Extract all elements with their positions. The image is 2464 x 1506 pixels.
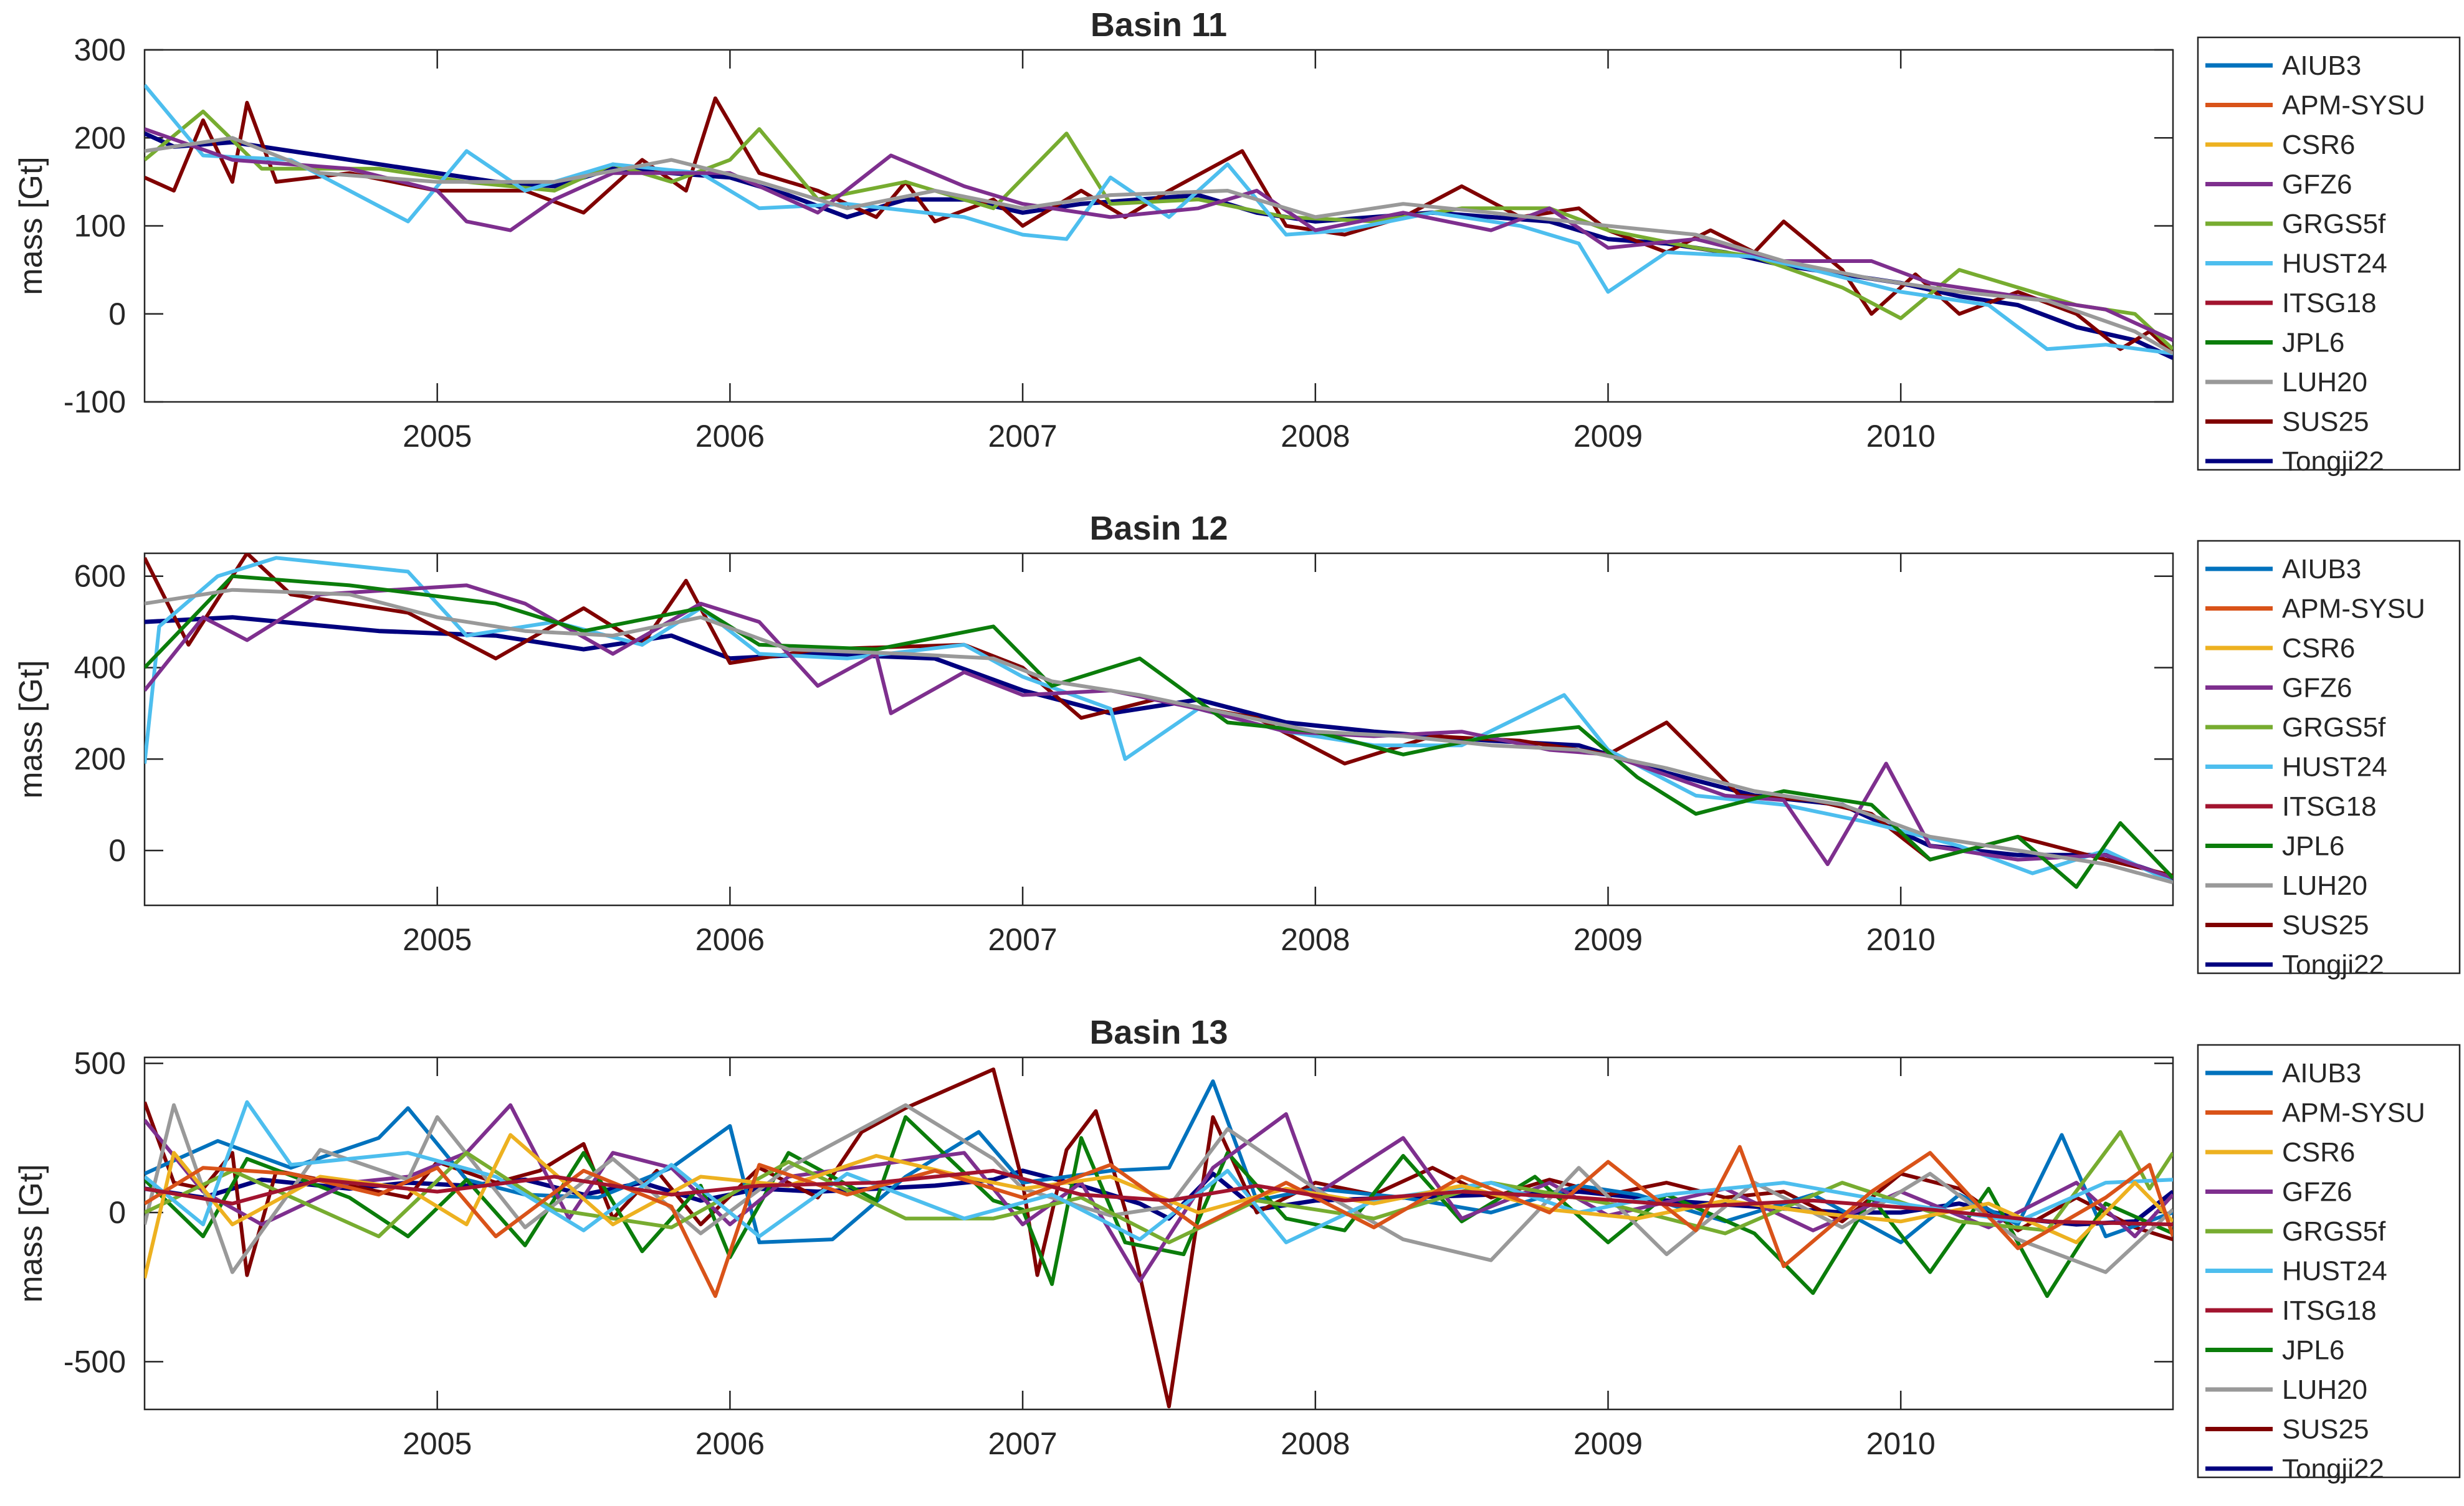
legend-entry: LUH20 bbox=[2282, 870, 2367, 901]
chart-title: Basin 11 bbox=[1091, 6, 1227, 44]
y-tick-label: -500 bbox=[64, 1344, 126, 1379]
legend-entry: HUST24 bbox=[2282, 249, 2387, 279]
panel-3: -500 0 500 2005 2006 2007 2008 2009 2010 Basin 13… bbox=[13, 1014, 2461, 1484]
legend-box bbox=[2197, 1044, 2461, 1479]
x-tick-label: 2005 bbox=[403, 1426, 472, 1461]
x-tick-label: 2009 bbox=[1573, 922, 1643, 957]
plot-area bbox=[145, 83, 2173, 360]
legend-entry: GFZ6 bbox=[2282, 169, 2352, 200]
series-line-aiub3 bbox=[145, 1079, 2173, 1244]
series-line-hust24 bbox=[145, 556, 2173, 885]
series-line-apm-sysu bbox=[145, 1145, 2173, 1299]
chart-title: Basin 13 bbox=[1089, 1014, 1228, 1051]
y-tick-label: 400 bbox=[74, 650, 126, 685]
legend-entry: GRGS5f bbox=[2282, 712, 2386, 743]
legend-box bbox=[2197, 540, 2461, 975]
plot-area bbox=[145, 553, 2173, 889]
series-line-itsg18 bbox=[145, 1168, 2173, 1227]
legend-entry: SUS25 bbox=[2282, 1414, 2369, 1445]
y-tick-label: 100 bbox=[74, 209, 126, 244]
series-line-csr6 bbox=[145, 1133, 2173, 1279]
legend-entry: LUH20 bbox=[2282, 367, 2367, 398]
panel-2: 0 200 400 600 2005 2006 2007 2008 2009 2010 Basin … bbox=[13, 510, 2461, 980]
legend-entry: GFZ6 bbox=[2282, 673, 2352, 703]
series-line-mid bbox=[145, 588, 2173, 885]
y-tick-label: 0 bbox=[108, 297, 126, 331]
x-tick-label: 2008 bbox=[1281, 1426, 1350, 1461]
x-tick-label: 2010 bbox=[1866, 1426, 1936, 1461]
legend-entry: CSR6 bbox=[2282, 130, 2355, 160]
legend-entry: SUS25 bbox=[2282, 910, 2369, 941]
chart-title: Basin 12 bbox=[1089, 510, 1228, 547]
legend-entry: GRGS5f bbox=[2282, 1216, 2386, 1247]
y-axis-label: mass [Gt] bbox=[13, 1164, 49, 1302]
x-tick-label: 2006 bbox=[695, 922, 765, 957]
x-tick-label: 2008 bbox=[1281, 419, 1350, 454]
legend-box bbox=[2197, 36, 2461, 471]
x-tick-label: 2005 bbox=[403, 922, 472, 957]
legend-entry: CSR6 bbox=[2282, 633, 2355, 664]
x-tick-label: 2007 bbox=[988, 419, 1057, 454]
y-tick-label: 200 bbox=[74, 741, 126, 776]
legend: AIUB3 APM-SYSU CSR6 GFZ6 GRGS5f HUST24 ITSG18 J… bbox=[2197, 36, 2461, 477]
legend-entry: APM-SYSU bbox=[2282, 90, 2425, 121]
y-tick-label: 600 bbox=[74, 559, 126, 594]
legend-entry: ITSG18 bbox=[2282, 288, 2377, 318]
x-tick-label: 2009 bbox=[1573, 1426, 1643, 1461]
legend-entry: CSR6 bbox=[2282, 1137, 2355, 1168]
legend-entry: HUST24 bbox=[2282, 752, 2387, 783]
legend-entry: AIUB3 bbox=[2282, 554, 2361, 584]
series-line-mid bbox=[145, 136, 2173, 355]
axes-box bbox=[143, 49, 2174, 403]
x-tick-label: 2007 bbox=[988, 922, 1057, 957]
axes-box bbox=[143, 552, 2174, 907]
y-tick-label: 0 bbox=[108, 1195, 126, 1230]
y-tick-label: 500 bbox=[74, 1046, 126, 1081]
x-tick-label: 2008 bbox=[1281, 922, 1350, 957]
x-tick-label: 2006 bbox=[695, 1426, 765, 1461]
legend-entry: APM-SYSU bbox=[2282, 594, 2425, 624]
legend-entry: LUH20 bbox=[2282, 1375, 2367, 1405]
x-tick-label: 2009 bbox=[1573, 419, 1643, 454]
y-axis-label: mass [Gt] bbox=[13, 156, 49, 295]
axes-box bbox=[143, 1056, 2174, 1411]
legend-entry: ITSG18 bbox=[2282, 1295, 2377, 1326]
panel-1: -100 0 100 200 300 2005 2006 2007 2008 2009 2010 Ba… bbox=[13, 6, 2461, 477]
legend-entry: GFZ6 bbox=[2282, 1177, 2352, 1208]
legend-entry: Tongji22 bbox=[2282, 1454, 2384, 1484]
legend-entry: AIUB3 bbox=[2282, 1058, 2361, 1089]
legend-entry: GRGS5f bbox=[2282, 209, 2386, 239]
plot-area bbox=[145, 1067, 2173, 1409]
legend-entry: AIUB3 bbox=[2282, 50, 2361, 81]
y-tick-label: 300 bbox=[74, 32, 126, 67]
y-tick-label: 0 bbox=[108, 833, 126, 868]
legend: AIUB3 APM-SYSU CSR6 GFZ6 GRGS5f HUST24 ITSG18 J… bbox=[2197, 540, 2461, 980]
series-line-gfz6 bbox=[145, 127, 2173, 342]
legend-entry: ITSG18 bbox=[2282, 791, 2377, 822]
legend-entry: Tongji22 bbox=[2282, 950, 2384, 980]
legend-entry: JPL6 bbox=[2282, 328, 2344, 358]
x-tick-label: 2006 bbox=[695, 419, 765, 454]
series-line-grgs5f bbox=[145, 109, 2173, 351]
legend-entry: JPL6 bbox=[2282, 831, 2344, 862]
legend-entry: HUST24 bbox=[2282, 1256, 2387, 1287]
series-line-jpl6 bbox=[145, 1115, 2173, 1299]
legend: AIUB3 APM-SYSU CSR6 GFZ6 GRGS5f HUST24 ITSG18 J… bbox=[2197, 1044, 2461, 1484]
legend-entry: APM-SYSU bbox=[2282, 1098, 2425, 1128]
x-tick-label: 2007 bbox=[988, 1426, 1057, 1461]
x-tick-label: 2010 bbox=[1866, 419, 1936, 454]
x-tick-label: 2010 bbox=[1866, 922, 1936, 957]
x-tick-label: 2005 bbox=[403, 419, 472, 454]
y-tick-label: -100 bbox=[64, 384, 126, 419]
legend-entry: JPL6 bbox=[2282, 1335, 2344, 1366]
legend-entry: Tongji22 bbox=[2282, 446, 2384, 477]
series-line-hust24 bbox=[145, 1100, 2173, 1244]
y-axis-label: mass [Gt] bbox=[13, 660, 49, 798]
y-tick-label: 200 bbox=[74, 120, 126, 155]
series-line-sus25 bbox=[145, 553, 2173, 878]
legend-entry: SUS25 bbox=[2282, 407, 2369, 437]
